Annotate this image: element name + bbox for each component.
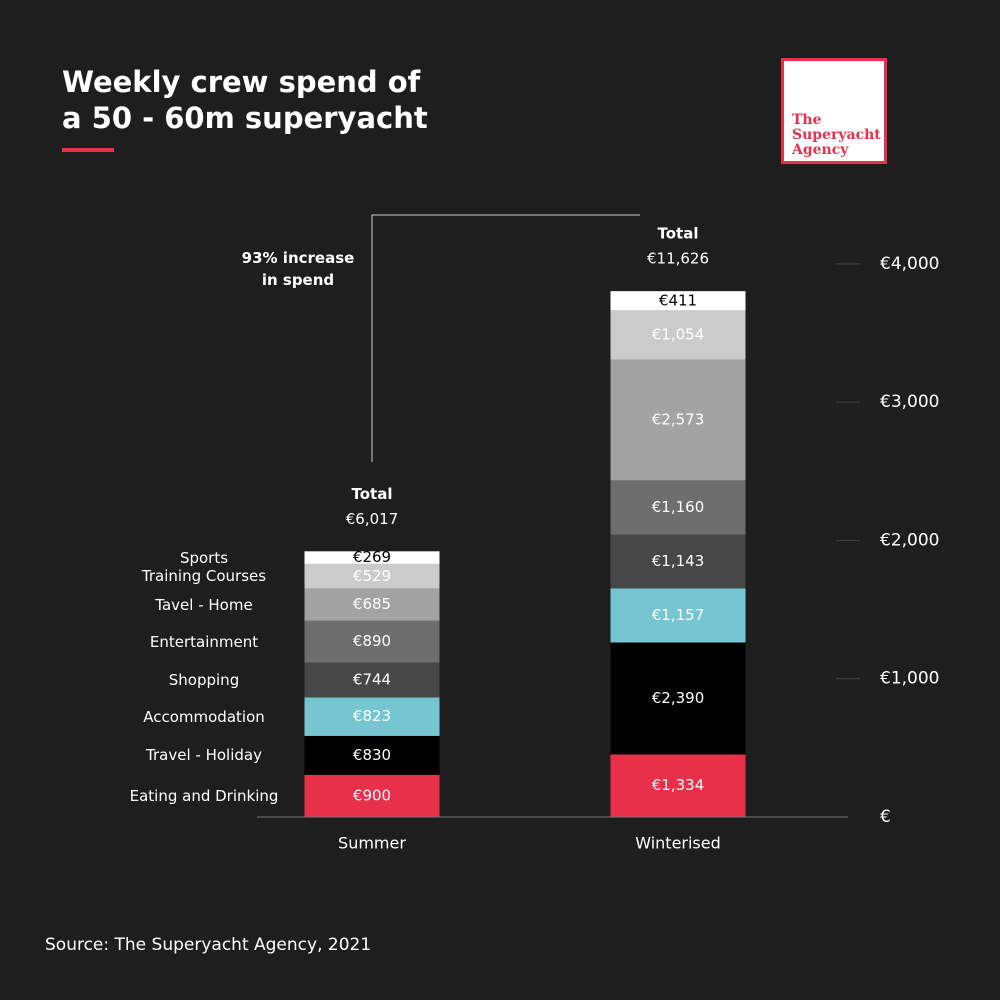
logo: The Superyacht Agency	[781, 58, 887, 164]
value-label: €830	[353, 746, 391, 764]
value-label: €900	[353, 786, 391, 804]
bar-segment	[304, 551, 440, 564]
bar-segment	[304, 662, 440, 698]
y-tick-label: €4,000	[880, 254, 939, 274]
bar-segment	[610, 359, 746, 481]
value-label: €529	[353, 567, 391, 585]
value-label: €2,390	[652, 689, 705, 707]
logo-text: The Superyacht Agency	[792, 112, 881, 158]
value-label: €1,157	[652, 606, 705, 624]
bar-segment	[610, 534, 746, 589]
legend-label: Travel - Holiday	[146, 746, 262, 765]
value-label: €1,160	[652, 498, 705, 516]
value-label: €269	[353, 548, 391, 566]
bar-segment	[304, 735, 440, 775]
bar-segment	[304, 774, 440, 817]
total-value: €6,017	[346, 510, 399, 528]
total-title: Total	[658, 225, 699, 243]
source: Source: The Superyacht Agency, 2021	[45, 935, 372, 955]
value-label: €2,573	[652, 411, 705, 429]
bar-segment	[610, 291, 746, 311]
total-title: Total	[352, 485, 393, 503]
connector	[371, 214, 640, 462]
legend-label: Eating and Drinking	[129, 786, 279, 805]
total-value: €11,626	[647, 250, 709, 268]
y-tick-label: €1,000	[880, 669, 939, 689]
bar-segment	[304, 588, 440, 621]
y-tick-label: €2,000	[880, 530, 939, 550]
y-tick-label: €3,000	[880, 392, 939, 412]
title-rule	[62, 148, 114, 152]
bar-segment	[610, 754, 746, 817]
bar-segment	[610, 642, 746, 755]
value-label: €685	[353, 595, 391, 613]
legend-label: Training Courses	[141, 567, 267, 586]
value-label: €1,334	[652, 776, 705, 794]
chart-title: Weekly crew spend of a 50 - 60m superyac…	[62, 65, 428, 135]
legend-label: Entertainment	[149, 632, 259, 651]
annotation: 93% increase in spend	[241, 249, 355, 289]
value-label: €890	[353, 632, 391, 650]
bar-segment	[610, 480, 746, 535]
bar-segment	[610, 588, 746, 643]
value-label: €411	[659, 291, 697, 309]
legend-label: Accommodation	[143, 707, 265, 726]
legend-label: Shopping	[168, 670, 240, 689]
value-label: €823	[353, 707, 391, 725]
value-label: €1,054	[652, 326, 705, 344]
bar-segment	[304, 697, 440, 736]
x-tick-label: Summer	[338, 834, 406, 853]
bar-segment	[304, 620, 440, 663]
value-label: €744	[353, 670, 391, 688]
bar-segment	[304, 563, 440, 589]
value-label: €1,143	[652, 552, 705, 570]
legend-label: Sports	[179, 548, 229, 567]
legend-label: Tavel - Home	[155, 595, 253, 614]
x-tick-label: Winterised	[635, 834, 721, 853]
bar-segment	[610, 310, 746, 360]
y-tick-label: €	[880, 807, 891, 827]
